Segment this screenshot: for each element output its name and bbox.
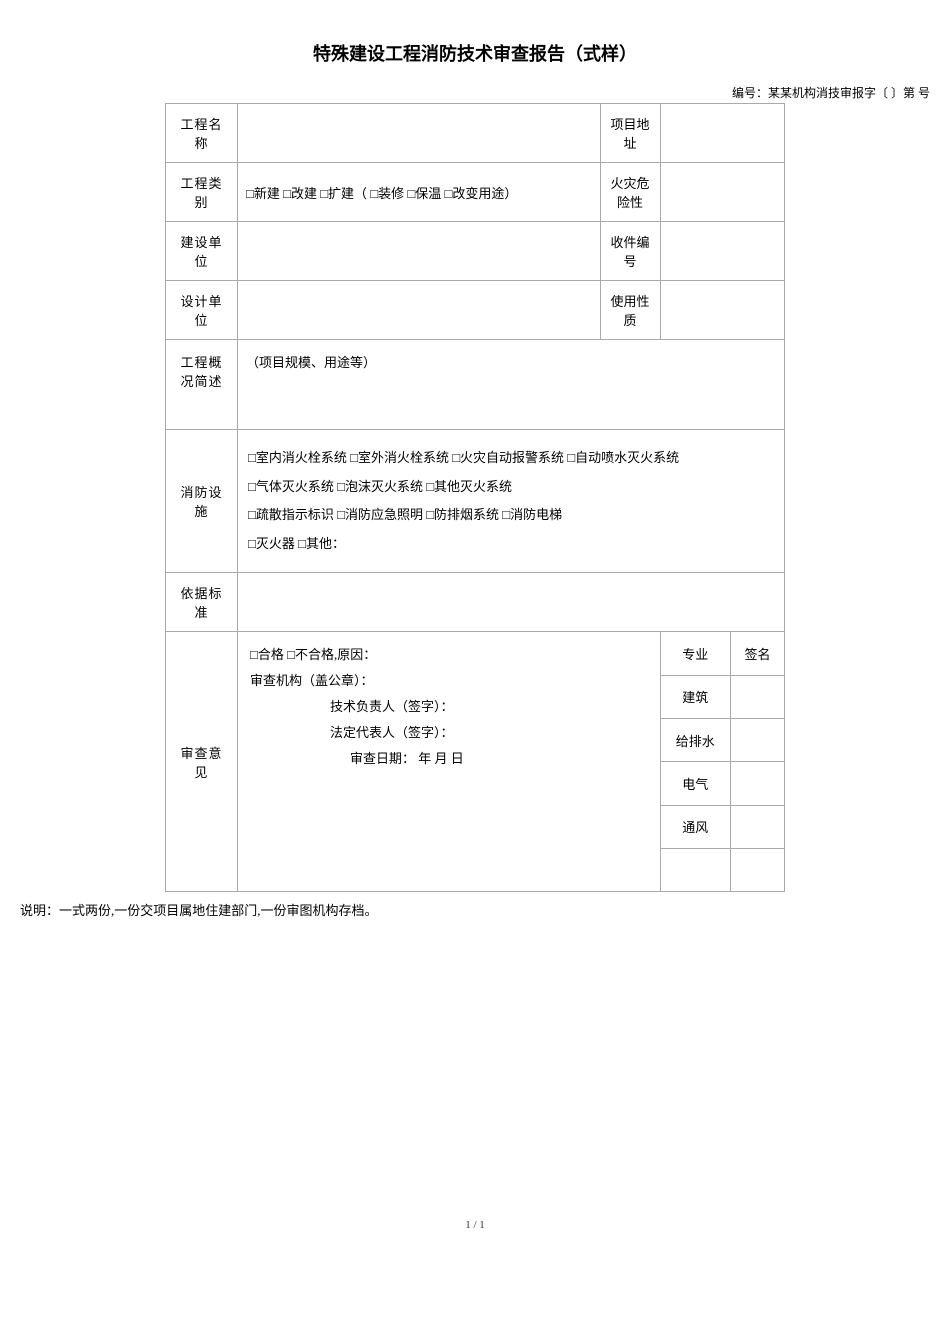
sign-ventilation xyxy=(730,805,784,848)
value-receipt-no xyxy=(660,222,785,281)
label-fire-risk: 火灾危险性 xyxy=(600,163,660,222)
label-arch: 建筑 xyxy=(660,675,730,718)
sign-electrical xyxy=(730,762,784,805)
label-receipt-no: 收件编号 xyxy=(600,222,660,281)
value-fire-risk xyxy=(660,163,785,222)
review-opinion-body: □合格 □不合格,原因： 审查机构（盖公章）： 技术负责人（签字）： 法定代表人… xyxy=(238,632,661,892)
review-org-line: 审查机构（盖公章）： xyxy=(250,668,652,694)
label-plumbing: 给排水 xyxy=(660,719,730,762)
value-project-address xyxy=(660,104,785,163)
label-specialty: 专业 xyxy=(660,632,730,675)
sign-arch xyxy=(730,675,784,718)
label-fire-facility: 消防设施 xyxy=(166,430,238,573)
label-project-address: 项目地址 xyxy=(600,104,660,163)
label-electrical: 电气 xyxy=(660,762,730,805)
label-project-name: 工程名称 xyxy=(166,104,238,163)
fire-facility-line-2: □气体灭火系统 □泡沫灭火系统 □其他灭火系统 xyxy=(248,473,774,502)
review-date-line: 审查日期： 年 月 日 xyxy=(250,746,652,772)
sign-plumbing xyxy=(730,719,784,762)
value-overview: （项目规模、用途等） xyxy=(238,340,785,430)
legal-rep-line: 法定代表人（签字）： xyxy=(250,720,652,746)
document-title: 特殊建设工程消防技术审查报告（式样） xyxy=(20,40,930,66)
label-use-nature: 使用性质 xyxy=(600,281,660,340)
value-use-nature xyxy=(660,281,785,340)
fire-facility-line-1: □室内消火栓系统 □室外消火栓系统 □火灾自动报警系统 □自动喷水灭火系统 xyxy=(248,444,774,473)
document-number: 编号：某某机构消技审报字〔 〕第 号 xyxy=(20,84,930,101)
label-overview: 工程概况简述 xyxy=(166,340,238,430)
value-construction-unit xyxy=(238,222,601,281)
label-project-category: 工程类别 xyxy=(166,163,238,222)
label-basis: 依据标准 xyxy=(166,573,238,632)
label-design-unit: 设计单位 xyxy=(166,281,238,340)
page-number: 1 / 1 xyxy=(20,1219,930,1231)
tech-lead-line: 技术负责人（签字）： xyxy=(250,694,652,720)
label-review-opinion: 审查意见 xyxy=(166,632,238,892)
label-construction-unit: 建设单位 xyxy=(166,222,238,281)
value-project-category: □新建 □改建 □扩建（ □装修 □保温 □改变用途） xyxy=(238,163,601,222)
value-basis xyxy=(238,573,785,632)
value-fire-facility: □室内消火栓系统 □室外消火栓系统 □火灾自动报警系统 □自动喷水灭火系统 □气… xyxy=(238,430,785,573)
review-result-line: □合格 □不合格,原因： xyxy=(250,642,652,668)
label-ventilation: 通风 xyxy=(660,805,730,848)
sign-blank xyxy=(730,849,784,892)
value-project-name xyxy=(238,104,601,163)
fire-facility-line-3: □疏散指示标识 □消防应急照明 □防排烟系统 □消防电梯 xyxy=(248,501,774,530)
footer-note: 说明：一式两份,一份交项目属地住建部门,一份审图机构存档。 xyxy=(20,900,930,919)
label-signature: 签名 xyxy=(730,632,784,675)
value-design-unit xyxy=(238,281,601,340)
label-blank-specialty xyxy=(660,849,730,892)
fire-facility-line-4: □灭火器 □其他： xyxy=(248,530,774,559)
main-form-table: 工程名称 项目地址 工程类别 □新建 □改建 □扩建（ □装修 □保温 □改变用… xyxy=(165,103,785,892)
